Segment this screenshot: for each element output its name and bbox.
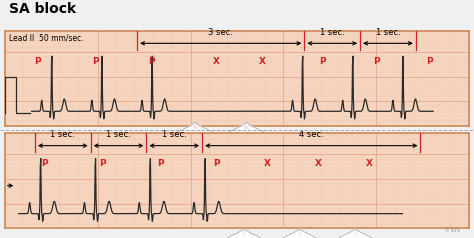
Text: P: P: [213, 159, 219, 168]
Text: X: X: [366, 159, 373, 168]
Text: X: X: [315, 159, 322, 168]
Text: P: P: [41, 159, 47, 168]
Text: 1 sec.: 1 sec.: [106, 130, 131, 139]
Text: SA block: SA block: [9, 2, 77, 15]
Text: 4 sec.: 4 sec.: [299, 130, 324, 139]
Text: X: X: [213, 57, 219, 66]
Polygon shape: [226, 122, 266, 142]
Text: P: P: [99, 159, 106, 168]
Text: 1 sec.: 1 sec.: [50, 130, 75, 139]
Polygon shape: [335, 228, 376, 238]
Text: 1 sec.: 1 sec.: [162, 130, 187, 139]
Text: P: P: [427, 57, 433, 66]
Text: Lead II  50 mm/sec.: Lead II 50 mm/sec.: [9, 34, 84, 43]
Text: 3 sec.: 3 sec.: [208, 28, 233, 37]
Text: 1 sec.: 1 sec.: [375, 28, 401, 37]
Text: X: X: [259, 57, 266, 66]
Text: © Kiʹs: © Kiʹs: [445, 228, 460, 233]
Polygon shape: [175, 122, 216, 142]
Text: P: P: [319, 57, 326, 66]
Text: X: X: [264, 159, 271, 168]
Text: P: P: [92, 57, 99, 66]
Text: P: P: [157, 159, 164, 168]
Text: 1 sec.: 1 sec.: [320, 28, 345, 37]
Text: P: P: [148, 57, 155, 66]
Polygon shape: [280, 228, 320, 238]
Polygon shape: [224, 228, 264, 238]
Text: P: P: [373, 57, 380, 66]
Text: P: P: [34, 57, 41, 66]
